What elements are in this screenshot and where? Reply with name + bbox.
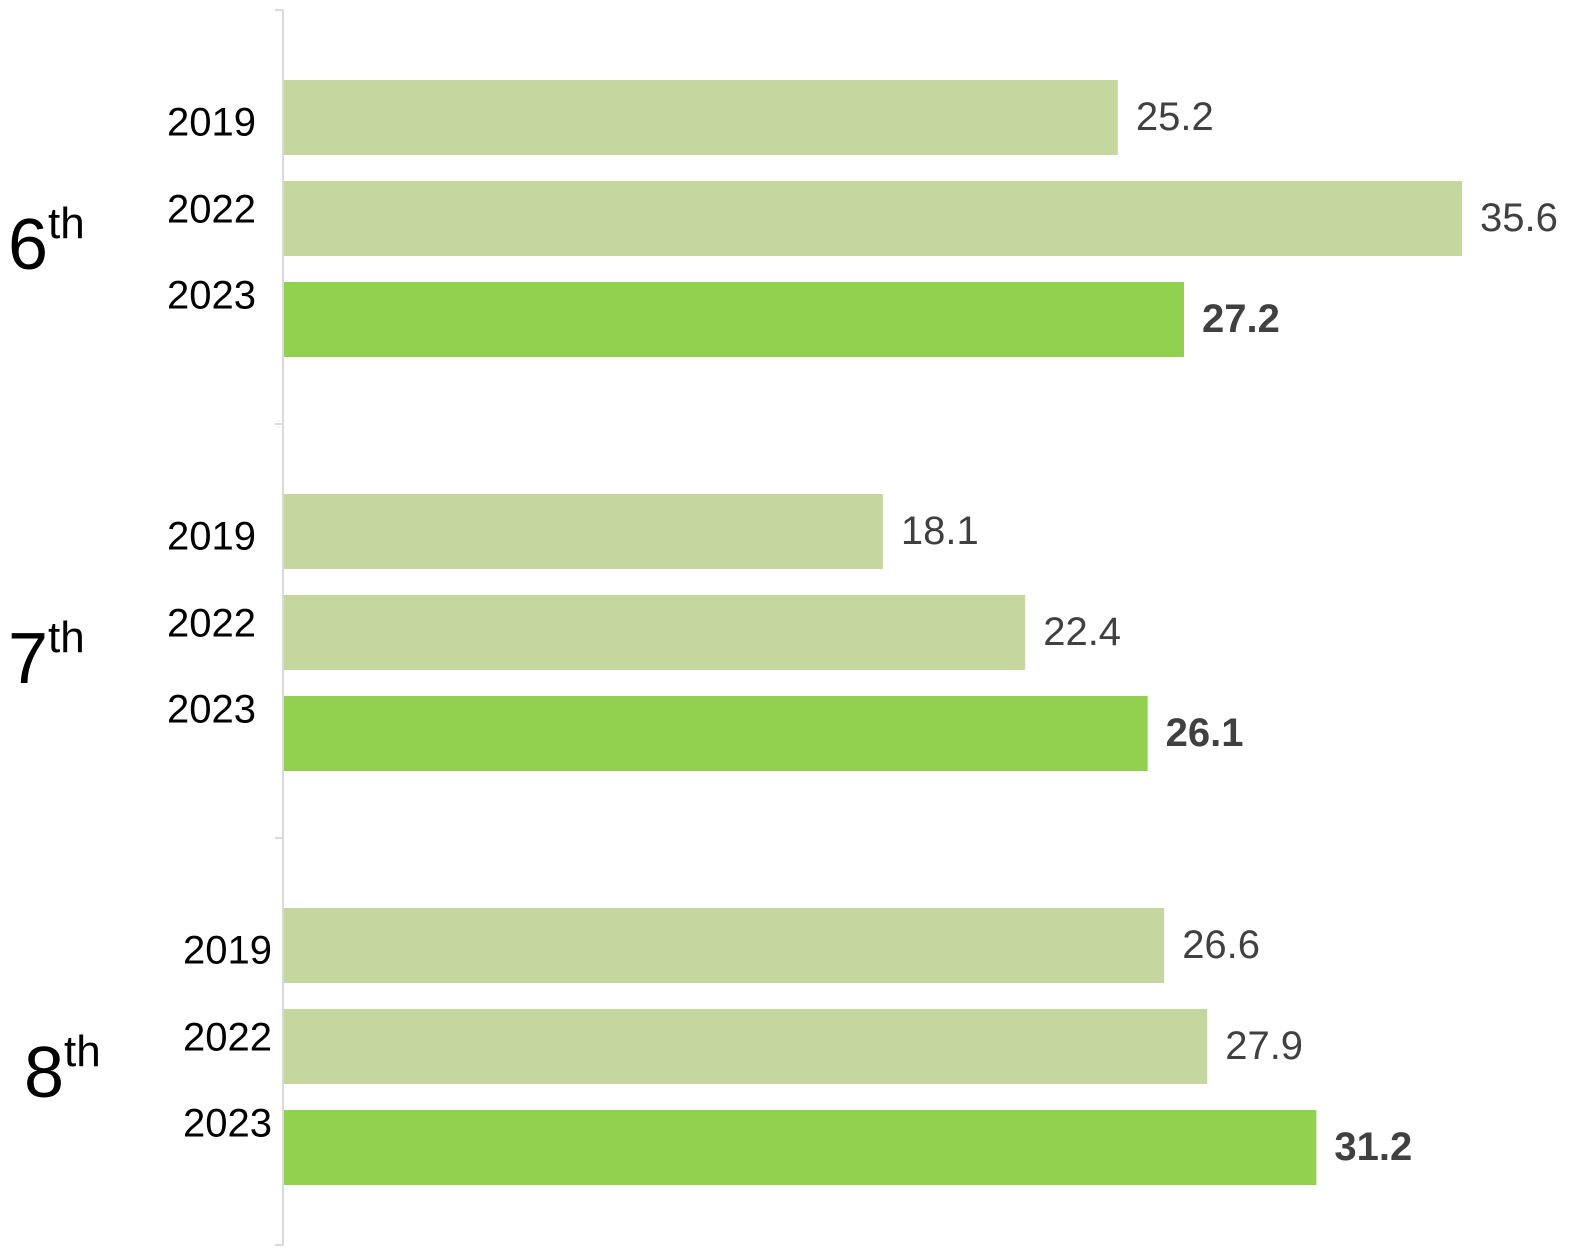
year-label: 2019 bbox=[167, 101, 256, 145]
group-label: 6th bbox=[8, 199, 85, 285]
bar bbox=[284, 494, 883, 569]
value-label: 31.2 bbox=[1334, 1125, 1412, 1169]
value-label: 22.4 bbox=[1043, 610, 1121, 654]
bar bbox=[284, 282, 1185, 357]
value-label: 25.2 bbox=[1136, 95, 1214, 139]
value-label: 18.1 bbox=[901, 509, 979, 553]
year-label: 2023 bbox=[167, 274, 256, 318]
value-label: 27.2 bbox=[1202, 297, 1280, 341]
value-label: 35.6 bbox=[1480, 196, 1558, 240]
group-label: 7th bbox=[8, 613, 85, 699]
bar bbox=[284, 1110, 1317, 1185]
value-label: 26.6 bbox=[1182, 923, 1260, 967]
year-label: 2022 bbox=[183, 1016, 272, 1060]
bar bbox=[284, 908, 1165, 983]
bar bbox=[284, 1009, 1208, 1084]
year-label: 2022 bbox=[167, 602, 256, 646]
bar bbox=[284, 80, 1118, 155]
year-label: 2019 bbox=[183, 929, 272, 973]
value-label: 26.1 bbox=[1166, 711, 1244, 755]
year-label: 2019 bbox=[167, 515, 256, 559]
bar bbox=[284, 595, 1026, 670]
value-label: 27.9 bbox=[1225, 1024, 1303, 1068]
bar bbox=[284, 696, 1148, 771]
year-label: 2023 bbox=[183, 1102, 272, 1146]
group-label: 8th bbox=[24, 1027, 101, 1113]
year-label: 2022 bbox=[167, 188, 256, 232]
year-label: 2023 bbox=[167, 688, 256, 732]
bar bbox=[284, 181, 1463, 256]
